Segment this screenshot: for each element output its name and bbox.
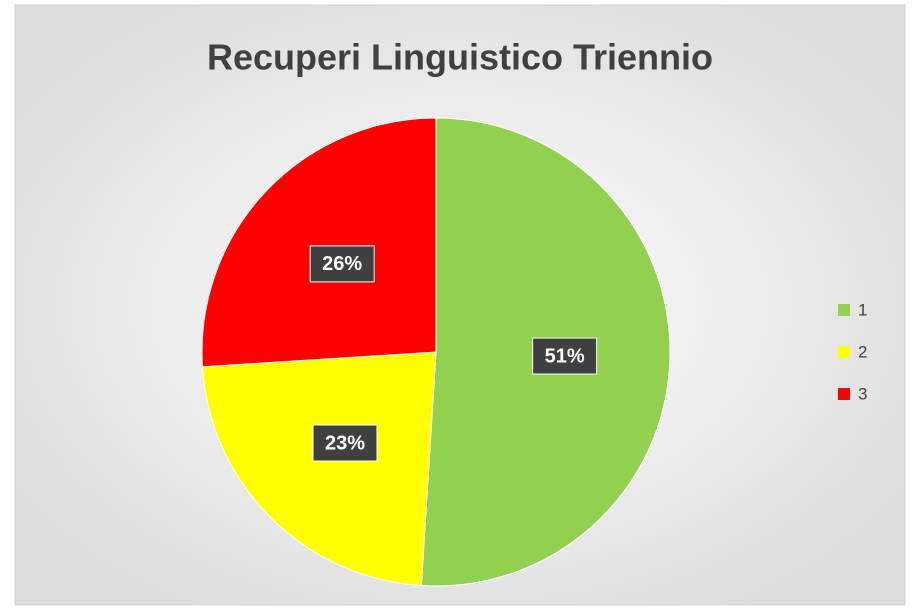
data-label: 51% [545,345,585,367]
legend-label: 3 [858,384,867,403]
legend-swatch [838,304,850,316]
chart-title: Recuperi Linguistico Triennio [207,37,713,78]
legend-label: 1 [858,300,867,319]
pie-slice [201,351,437,587]
data-label-box [532,337,598,375]
data-label: 26% [322,253,362,275]
data-label: 23% [325,432,365,454]
data-label-box [312,424,378,462]
legend-swatch [838,346,850,358]
pie-slice [201,117,437,368]
legend-swatch [838,388,850,400]
legend-label: 2 [858,342,867,361]
data-label-box [309,245,375,283]
